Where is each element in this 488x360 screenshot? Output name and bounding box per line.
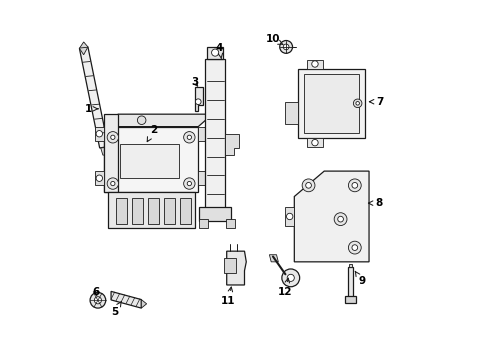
Polygon shape <box>107 193 194 228</box>
Circle shape <box>355 102 359 105</box>
Polygon shape <box>225 219 234 228</box>
Polygon shape <box>104 114 212 127</box>
Text: 6: 6 <box>92 287 99 297</box>
Circle shape <box>305 183 311 188</box>
Polygon shape <box>224 258 235 273</box>
Circle shape <box>96 131 102 137</box>
Circle shape <box>187 135 191 139</box>
Circle shape <box>187 181 191 186</box>
Polygon shape <box>306 60 322 69</box>
Text: 11: 11 <box>221 287 235 306</box>
Polygon shape <box>285 207 294 226</box>
Polygon shape <box>198 171 207 185</box>
Circle shape <box>110 181 115 186</box>
Polygon shape <box>148 198 159 225</box>
Polygon shape <box>297 69 365 138</box>
Circle shape <box>286 274 294 282</box>
Polygon shape <box>269 255 278 262</box>
Circle shape <box>195 99 201 104</box>
Circle shape <box>183 132 195 143</box>
Circle shape <box>347 241 361 254</box>
Circle shape <box>94 297 101 304</box>
Text: 12: 12 <box>278 278 292 297</box>
Circle shape <box>183 178 195 189</box>
Polygon shape <box>180 198 191 225</box>
Polygon shape <box>344 296 355 303</box>
Polygon shape <box>194 87 202 111</box>
Polygon shape <box>285 103 297 124</box>
Polygon shape <box>116 198 127 225</box>
Polygon shape <box>95 171 104 185</box>
Polygon shape <box>104 127 198 193</box>
Polygon shape <box>347 267 353 297</box>
Polygon shape <box>294 171 368 262</box>
Text: 1: 1 <box>85 104 98 114</box>
Polygon shape <box>348 264 351 267</box>
Circle shape <box>137 116 145 125</box>
Polygon shape <box>205 59 224 208</box>
Circle shape <box>281 269 299 287</box>
Circle shape <box>333 213 346 226</box>
Polygon shape <box>95 127 104 141</box>
Circle shape <box>96 175 102 181</box>
Polygon shape <box>111 291 141 308</box>
Polygon shape <box>207 46 223 59</box>
Polygon shape <box>304 74 358 133</box>
Polygon shape <box>164 198 175 225</box>
Circle shape <box>353 99 361 108</box>
Text: 9: 9 <box>354 271 365 287</box>
Circle shape <box>107 178 118 189</box>
Polygon shape <box>306 138 322 147</box>
Polygon shape <box>120 144 178 178</box>
Circle shape <box>337 216 343 222</box>
Circle shape <box>279 41 292 53</box>
Polygon shape <box>226 251 246 285</box>
Polygon shape <box>79 42 88 55</box>
Circle shape <box>351 245 357 251</box>
Circle shape <box>90 292 105 308</box>
Polygon shape <box>224 134 239 155</box>
Circle shape <box>283 44 288 50</box>
Text: 2: 2 <box>147 125 157 141</box>
Circle shape <box>211 49 218 56</box>
Polygon shape <box>198 127 207 141</box>
Text: 3: 3 <box>191 77 198 87</box>
Circle shape <box>302 179 314 192</box>
Text: 10: 10 <box>265 35 283 45</box>
Polygon shape <box>104 114 118 193</box>
Circle shape <box>347 179 361 192</box>
Polygon shape <box>101 147 107 155</box>
Polygon shape <box>199 207 231 221</box>
Circle shape <box>107 132 118 143</box>
Text: 8: 8 <box>367 198 382 208</box>
Text: 5: 5 <box>111 301 121 317</box>
Circle shape <box>286 213 292 220</box>
Circle shape <box>351 183 357 188</box>
Polygon shape <box>199 219 207 228</box>
Circle shape <box>110 135 115 139</box>
Circle shape <box>311 139 318 146</box>
Polygon shape <box>141 300 146 308</box>
Text: 4: 4 <box>216 43 223 59</box>
Circle shape <box>311 61 318 67</box>
Polygon shape <box>79 47 108 148</box>
Text: 7: 7 <box>368 97 383 107</box>
Polygon shape <box>132 198 143 225</box>
